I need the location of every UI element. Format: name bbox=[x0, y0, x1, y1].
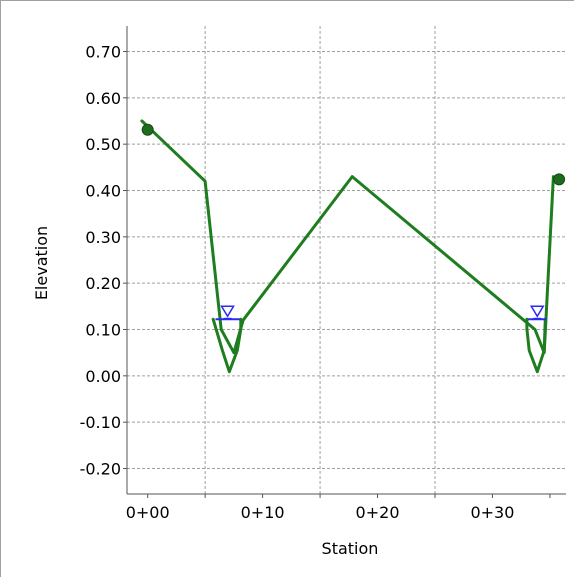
terrain-line-1 bbox=[211, 317, 243, 374]
terrain-line-2 bbox=[525, 317, 547, 374]
endpoint-marker bbox=[553, 173, 566, 186]
x-tick-label: 0+30 bbox=[470, 503, 514, 522]
water-level-triangle bbox=[529, 305, 545, 318]
y-tick-label: 0.50 bbox=[85, 135, 121, 154]
y-tick-labels: 0.70 0.60 0.50 0.40 0.30 0.20 0.10 0.00 -0.10 -0.… bbox=[80, 42, 121, 478]
y-axis-title: Elevation bbox=[32, 226, 51, 300]
endpoint-markers bbox=[141, 123, 566, 186]
axes bbox=[123, 26, 566, 498]
terrain-line-0 bbox=[140, 119, 555, 355]
x-tick-label: 0+00 bbox=[126, 503, 170, 522]
water-surface-markers bbox=[215, 305, 547, 321]
y-tick-label: 0.20 bbox=[85, 274, 121, 293]
gridlines bbox=[127, 26, 566, 494]
y-tick-label: 0.40 bbox=[85, 181, 121, 200]
water-surface-marker bbox=[215, 305, 240, 321]
water-level-triangle bbox=[220, 305, 235, 318]
y-tick-label: 0.00 bbox=[85, 367, 121, 386]
x-tick-label: 0+20 bbox=[356, 503, 400, 522]
y-tick-label: 0.30 bbox=[85, 228, 121, 247]
x-axis-title: Station bbox=[322, 539, 379, 558]
y-tick-label: -0.10 bbox=[80, 413, 121, 432]
x-tick-labels: 0+00 0+10 0+20 0+30 bbox=[126, 503, 515, 522]
y-tick-label: 0.70 bbox=[85, 42, 121, 61]
x-tick-label: 0+10 bbox=[241, 503, 285, 522]
y-tick-label: 0.60 bbox=[85, 89, 121, 108]
endpoint-marker bbox=[141, 123, 154, 136]
y-tick-label: 0.10 bbox=[85, 321, 121, 340]
water-surface-marker bbox=[528, 305, 547, 321]
y-tick-label: -0.20 bbox=[80, 460, 121, 479]
series-lines bbox=[140, 119, 555, 374]
